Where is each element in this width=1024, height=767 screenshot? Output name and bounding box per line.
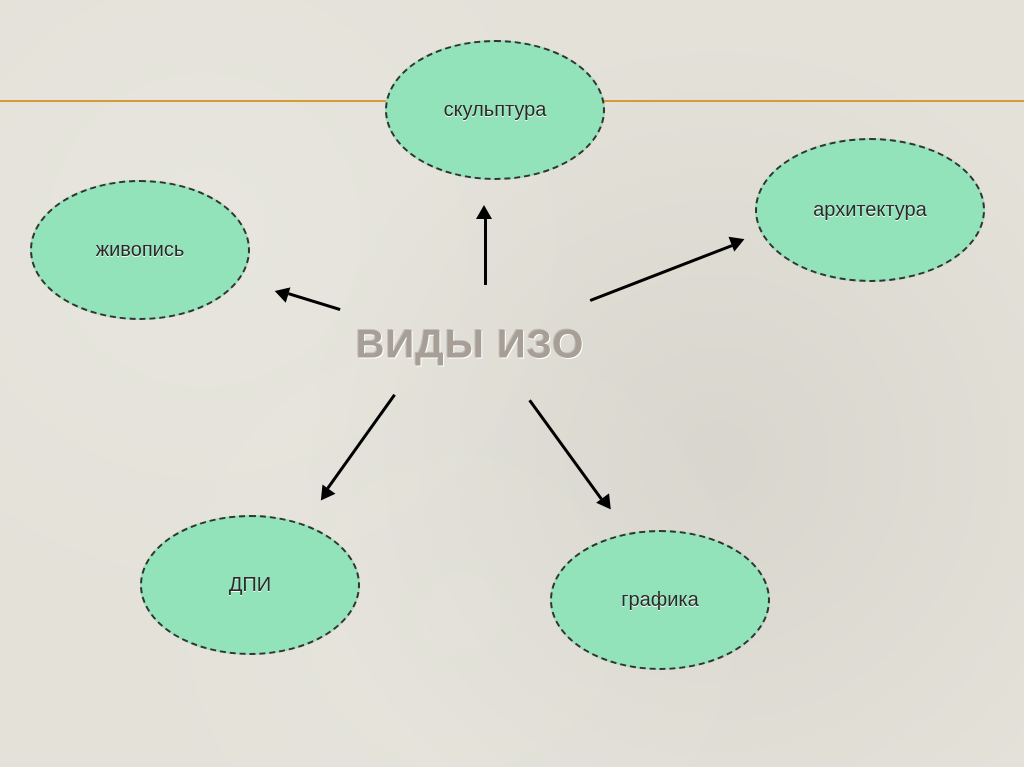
node-painting: живопись [30, 180, 250, 320]
node-label-painting: живопись [96, 239, 185, 262]
arrow-to-dpi [320, 395, 395, 500]
node-label-dpi: ДПИ [229, 574, 271, 597]
center-title: ВИДЫ ИЗО [356, 323, 585, 368]
node-sculpture: скульптура [385, 40, 605, 180]
arrow-to-painting [275, 290, 340, 310]
node-architecture: архитектура [755, 138, 985, 282]
node-dpi: ДПИ [140, 515, 360, 655]
diagram-canvas: ВИДЫ ИЗО скульптура архитектура живопись ДП… [0, 0, 1024, 767]
node-label-graphics: графика [621, 589, 698, 612]
node-label-architecture: архитектура [813, 199, 927, 222]
arrow-to-graphics [530, 400, 610, 510]
node-graphics: графика [550, 530, 770, 670]
node-label-sculpture: скульптура [444, 99, 547, 122]
arrow-to-architecture [590, 240, 745, 300]
